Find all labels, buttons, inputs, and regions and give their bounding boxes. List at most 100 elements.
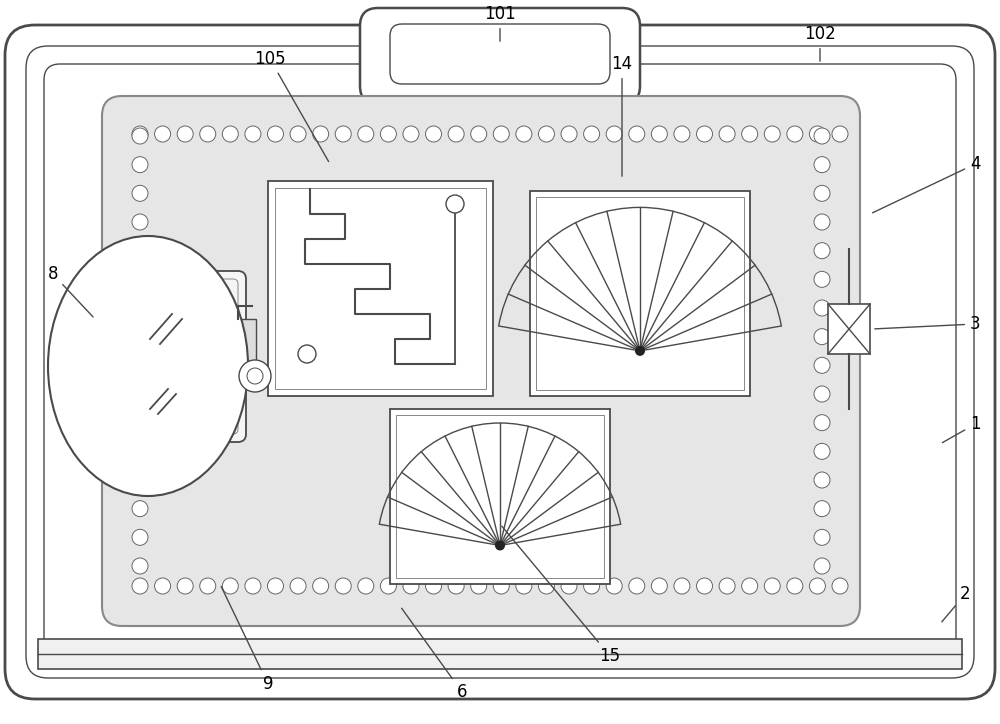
Circle shape bbox=[809, 126, 825, 142]
FancyBboxPatch shape bbox=[5, 25, 995, 699]
Text: 102: 102 bbox=[804, 25, 836, 62]
Circle shape bbox=[719, 126, 735, 142]
Circle shape bbox=[561, 578, 577, 594]
Bar bbox=[530, 191, 750, 396]
Circle shape bbox=[814, 558, 830, 574]
Circle shape bbox=[132, 214, 148, 230]
Circle shape bbox=[814, 386, 830, 402]
Circle shape bbox=[358, 126, 374, 142]
Circle shape bbox=[814, 501, 830, 517]
Text: 14: 14 bbox=[611, 55, 633, 176]
Circle shape bbox=[493, 578, 509, 594]
Bar bbox=[275, 188, 486, 389]
Circle shape bbox=[132, 443, 148, 459]
Circle shape bbox=[132, 358, 148, 374]
Circle shape bbox=[742, 126, 758, 142]
Circle shape bbox=[267, 126, 283, 142]
Circle shape bbox=[132, 156, 148, 172]
Circle shape bbox=[155, 126, 171, 142]
Circle shape bbox=[200, 126, 216, 142]
Circle shape bbox=[764, 126, 780, 142]
Circle shape bbox=[267, 578, 283, 594]
Text: 2: 2 bbox=[942, 585, 971, 622]
Circle shape bbox=[132, 126, 148, 142]
Circle shape bbox=[584, 578, 600, 594]
Circle shape bbox=[177, 126, 193, 142]
Circle shape bbox=[814, 272, 830, 287]
Circle shape bbox=[222, 578, 238, 594]
Bar bbox=[828, 304, 870, 354]
Circle shape bbox=[380, 578, 396, 594]
Circle shape bbox=[832, 126, 848, 142]
Circle shape bbox=[629, 126, 645, 142]
Circle shape bbox=[245, 126, 261, 142]
Bar bbox=[390, 409, 610, 584]
Circle shape bbox=[239, 360, 271, 392]
Circle shape bbox=[245, 578, 261, 594]
Circle shape bbox=[446, 195, 464, 213]
Circle shape bbox=[132, 128, 148, 144]
Circle shape bbox=[809, 578, 825, 594]
Circle shape bbox=[742, 578, 758, 594]
Circle shape bbox=[335, 126, 351, 142]
Circle shape bbox=[651, 578, 667, 594]
Text: 15: 15 bbox=[502, 526, 621, 665]
Circle shape bbox=[290, 578, 306, 594]
FancyBboxPatch shape bbox=[130, 271, 246, 442]
Circle shape bbox=[380, 126, 396, 142]
Circle shape bbox=[814, 185, 830, 201]
Text: 9: 9 bbox=[221, 586, 273, 693]
Circle shape bbox=[471, 126, 487, 142]
Circle shape bbox=[697, 126, 713, 142]
Circle shape bbox=[358, 578, 374, 594]
Circle shape bbox=[814, 443, 830, 459]
Circle shape bbox=[814, 300, 830, 316]
Circle shape bbox=[814, 472, 830, 488]
Circle shape bbox=[132, 578, 148, 594]
Ellipse shape bbox=[48, 236, 248, 496]
Circle shape bbox=[584, 126, 600, 142]
Text: 105: 105 bbox=[254, 50, 329, 161]
Circle shape bbox=[651, 126, 667, 142]
Circle shape bbox=[132, 558, 148, 574]
Circle shape bbox=[247, 368, 263, 384]
Circle shape bbox=[814, 415, 830, 431]
Circle shape bbox=[298, 345, 316, 363]
Text: 101: 101 bbox=[484, 5, 516, 41]
Circle shape bbox=[403, 126, 419, 142]
Circle shape bbox=[814, 329, 830, 345]
Bar bbox=[396, 415, 604, 578]
Text: 3: 3 bbox=[875, 315, 981, 333]
Bar bbox=[268, 181, 493, 396]
Circle shape bbox=[814, 529, 830, 545]
Circle shape bbox=[426, 126, 442, 142]
Circle shape bbox=[538, 578, 554, 594]
Bar bbox=[38, 639, 962, 669]
Circle shape bbox=[629, 578, 645, 594]
Circle shape bbox=[606, 126, 622, 142]
Circle shape bbox=[538, 126, 554, 142]
Circle shape bbox=[787, 126, 803, 142]
Circle shape bbox=[448, 126, 464, 142]
Circle shape bbox=[155, 578, 171, 594]
Circle shape bbox=[426, 578, 442, 594]
Circle shape bbox=[787, 578, 803, 594]
Text: 8: 8 bbox=[48, 265, 93, 317]
Circle shape bbox=[516, 578, 532, 594]
Circle shape bbox=[697, 578, 713, 594]
Circle shape bbox=[674, 578, 690, 594]
Circle shape bbox=[516, 126, 532, 142]
Circle shape bbox=[674, 126, 690, 142]
Circle shape bbox=[719, 578, 735, 594]
Bar bbox=[238, 319, 256, 369]
Circle shape bbox=[493, 126, 509, 142]
Circle shape bbox=[132, 415, 148, 431]
Text: 6: 6 bbox=[402, 608, 467, 701]
Circle shape bbox=[313, 578, 329, 594]
Circle shape bbox=[814, 214, 830, 230]
Circle shape bbox=[403, 578, 419, 594]
Circle shape bbox=[132, 300, 148, 316]
Circle shape bbox=[132, 272, 148, 287]
Circle shape bbox=[132, 386, 148, 402]
Circle shape bbox=[313, 126, 329, 142]
